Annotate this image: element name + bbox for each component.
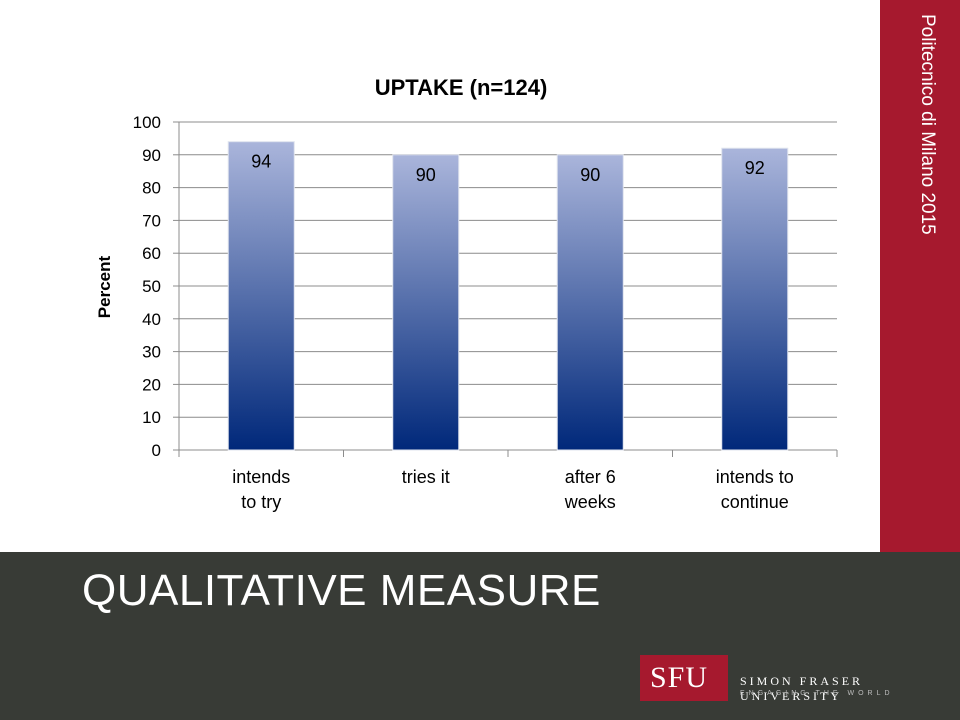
slide-title: QUALITATIVE MEASURE xyxy=(82,566,601,615)
y-tick-label: 0 xyxy=(152,441,161,460)
bar xyxy=(392,154,460,451)
chart-title: UPTAKE (n=124) xyxy=(375,75,548,100)
sfu-logo-text: SFU xyxy=(650,661,709,694)
y-tick-label: 50 xyxy=(142,277,161,296)
y-tick-label: 20 xyxy=(142,375,161,394)
university-name: SIMON FRASER UNIVERSITY xyxy=(740,674,864,703)
x-tick-label: weeks xyxy=(564,492,616,512)
data-label: 90 xyxy=(416,165,436,185)
university-tagline: ENGAGING THE WORLD xyxy=(740,690,894,697)
y-tick-label: 90 xyxy=(142,146,161,165)
y-tick-label: 60 xyxy=(142,244,161,263)
y-tick-label: 70 xyxy=(142,211,161,230)
y-tick-label: 80 xyxy=(142,179,161,198)
x-tick-label: to try xyxy=(241,492,281,512)
y-tick-label: 40 xyxy=(142,310,161,329)
bar xyxy=(227,141,295,451)
side-banner-text: Politecnico di Milano 2015 xyxy=(917,14,938,235)
x-tick-label: intends xyxy=(232,467,290,487)
x-tick-label: tries it xyxy=(402,467,450,487)
data-label: 90 xyxy=(580,165,600,185)
y-tick-label: 30 xyxy=(142,343,161,362)
sfu-logo-box xyxy=(640,655,728,701)
x-tick-label: after 6 xyxy=(565,467,616,487)
x-tick-label: continue xyxy=(721,492,789,512)
data-label: 94 xyxy=(251,152,271,172)
bar-chart: UPTAKE (n=124) Percent 0 10 20 30 40 50 60 70 80… xyxy=(95,75,838,512)
bar xyxy=(721,147,789,451)
footer-band xyxy=(0,552,960,720)
y-tick-label: 10 xyxy=(142,408,161,427)
chart-area: UPTAKE (n=124) Percent 0 10 20 30 40 50 60 70 80… xyxy=(95,75,838,512)
y-axis-label: Percent xyxy=(95,255,114,318)
y-tick-label: 100 xyxy=(133,113,161,132)
side-banner xyxy=(880,0,960,552)
x-tick-label: intends to xyxy=(716,467,794,487)
bar xyxy=(556,154,624,451)
data-label: 92 xyxy=(745,158,765,178)
